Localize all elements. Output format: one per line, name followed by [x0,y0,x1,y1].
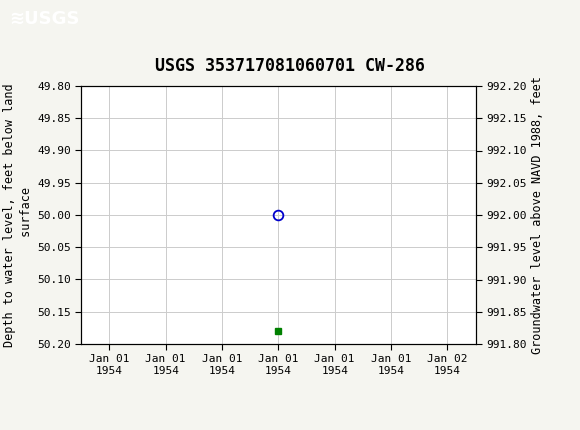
Y-axis label: Groundwater level above NAVD 1988, feet: Groundwater level above NAVD 1988, feet [531,76,543,354]
Text: USGS 353717081060701 CW-286: USGS 353717081060701 CW-286 [155,57,425,75]
Text: ≋USGS: ≋USGS [9,10,79,28]
Y-axis label: Depth to water level, feet below land
 surface: Depth to water level, feet below land su… [3,83,33,347]
